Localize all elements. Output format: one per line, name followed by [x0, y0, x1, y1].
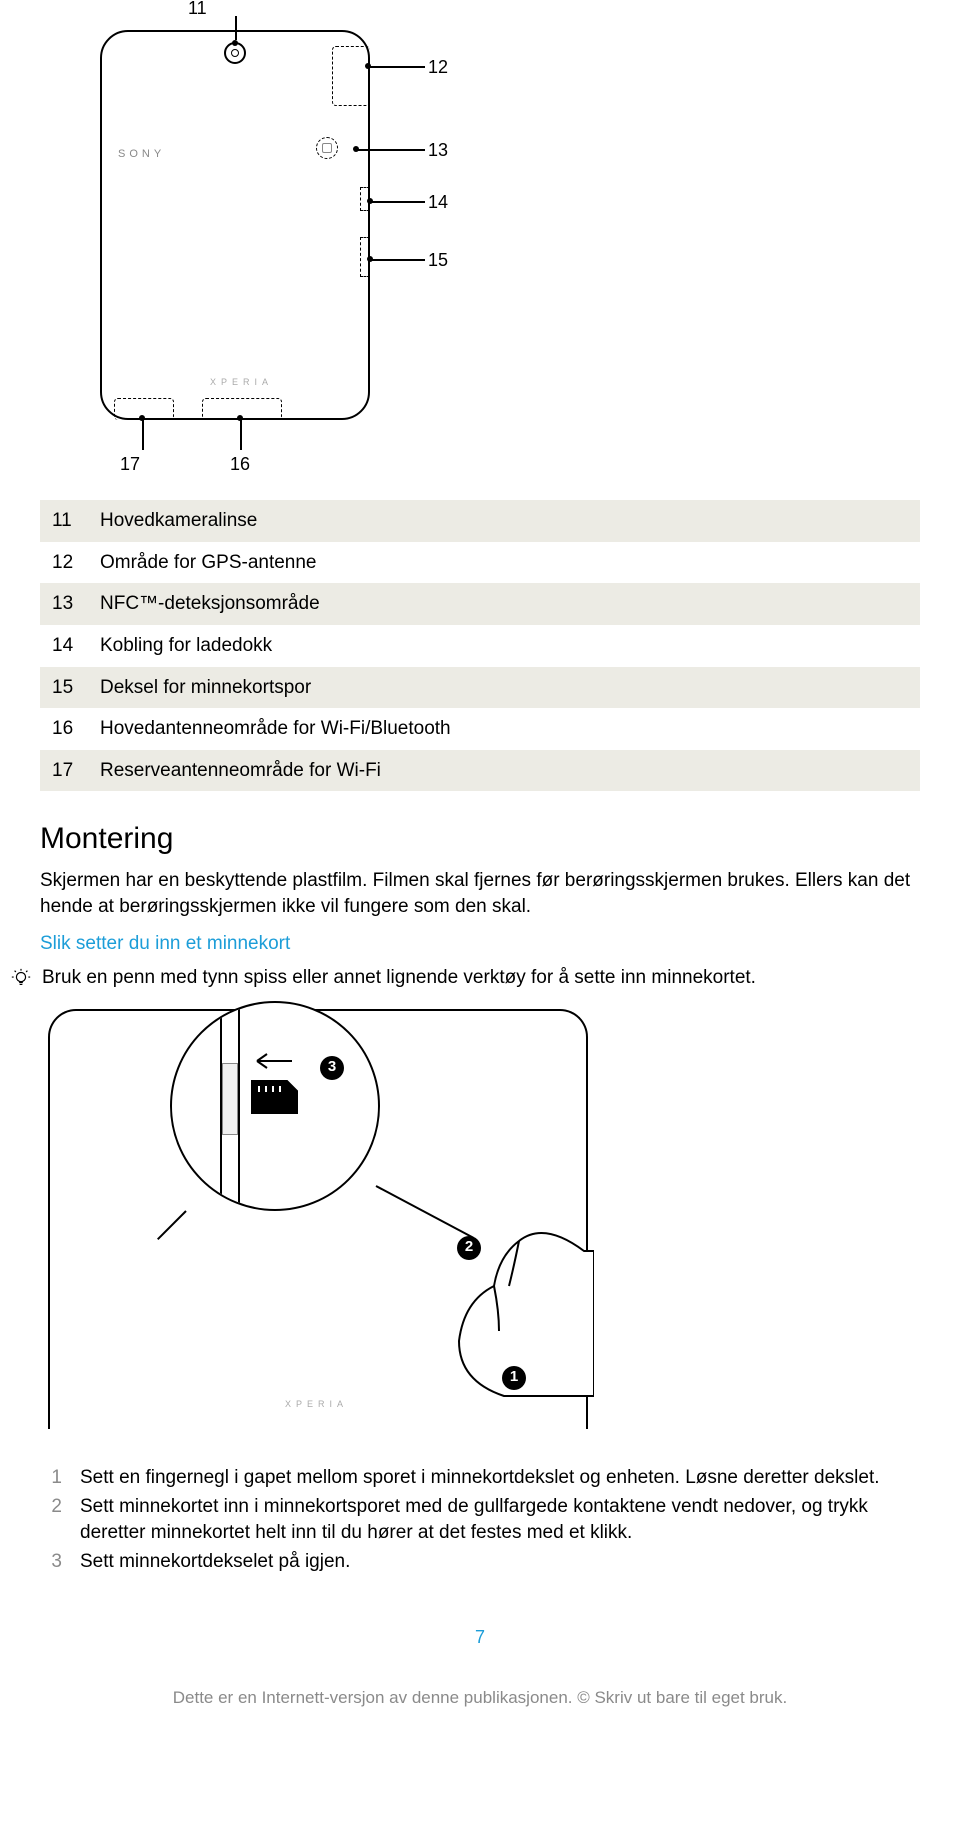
- page-number: 7: [40, 1625, 920, 1649]
- table-row: 14Kobling for ladedokk: [40, 625, 920, 667]
- zoom-inset: [170, 1001, 380, 1211]
- callout-11: 11: [188, 0, 207, 20]
- table-row: 13NFC™-deteksjonsområde: [40, 583, 920, 625]
- device-diagram-back: SONY XPERIA 11 12 13 14 15 17 16: [60, 0, 510, 480]
- tip-row: Bruk en penn med tynn spiss eller annet …: [40, 965, 920, 991]
- table-row: 11Hovedkameralinse: [40, 500, 920, 542]
- table-row: 15Deksel for minnekortspor: [40, 667, 920, 709]
- step-item: 3Sett minnekortdekselet på igjen.: [40, 1549, 920, 1575]
- table-row: 17Reserveantenneområde for Wi-Fi: [40, 750, 920, 792]
- callout-13: 13: [428, 138, 448, 162]
- parts-table: 11Hovedkameralinse 12Område for GPS-ante…: [40, 500, 920, 791]
- callout-16: 16: [230, 452, 250, 476]
- intro-paragraph: Skjermen har en beskyttende plastfilm. F…: [40, 868, 920, 919]
- badge-2: 2: [457, 1236, 481, 1260]
- badge-1: 1: [502, 1366, 526, 1390]
- nfc-glyph: [322, 143, 332, 153]
- tablet-outline: SONY XPERIA: [100, 30, 370, 420]
- table-row: 16Hovedantenneområde for Wi-Fi/Bluetooth: [40, 708, 920, 750]
- callout-15: 15: [428, 248, 448, 272]
- gps-area: [332, 46, 370, 106]
- step-item: 2Sett minnekortet inn i minnekortsporet …: [40, 1494, 920, 1545]
- footer-text: Dette er en Internett-versjon av denne p…: [0, 1679, 960, 1728]
- arrow-left-icon: [242, 1051, 292, 1071]
- tip-text: Bruk en penn med tynn spiss eller annet …: [42, 965, 756, 991]
- section-heading: Montering: [40, 819, 920, 860]
- callout-14: 14: [428, 190, 448, 214]
- callout-12: 12: [428, 55, 448, 79]
- step-item: 1Sett en fingernegl i gapet mellom spore…: [40, 1465, 920, 1491]
- subbrand-label: XPERIA: [210, 376, 273, 388]
- badge-3: 3: [320, 1056, 344, 1080]
- steps-list: 1Sett en fingernegl i gapet mellom spore…: [40, 1465, 920, 1576]
- table-row: 12Område for GPS-antenne: [40, 542, 920, 584]
- subbrand-label-2: XPERIA: [285, 1398, 348, 1410]
- sd-card-icon: [247, 1073, 302, 1118]
- callout-17: 17: [120, 452, 140, 476]
- sub-heading: Slik setter du inn et minnekort: [40, 931, 920, 957]
- brand-label: SONY: [118, 147, 165, 162]
- insert-sd-diagram: XPERIA 1 2: [40, 1001, 600, 1451]
- lightbulb-icon: [10, 967, 32, 989]
